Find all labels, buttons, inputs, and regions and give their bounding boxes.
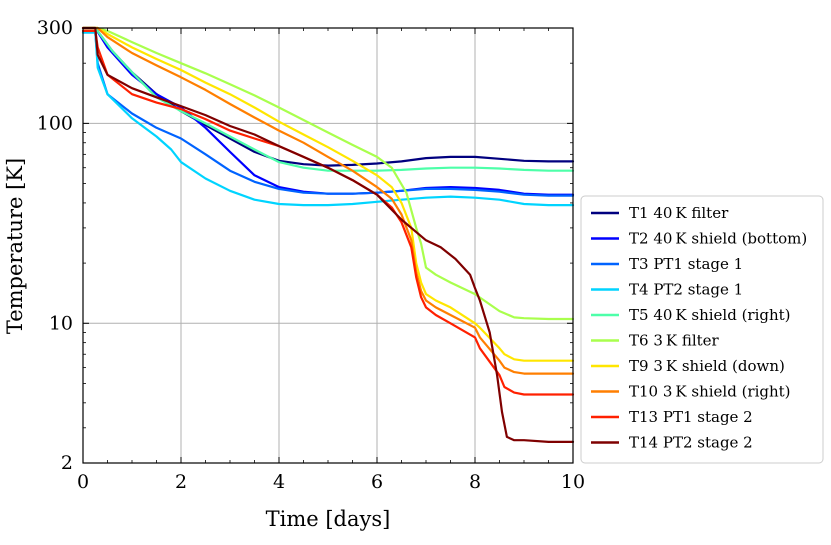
series-line-9 xyxy=(81,29,575,396)
legend-label: T10 3 K shield (right) xyxy=(629,383,791,401)
legend-label: T6 3 K filter xyxy=(629,332,720,350)
x-tick-label: 10 xyxy=(561,471,585,493)
x-tick-label: 2 xyxy=(175,471,187,493)
series-line-10 xyxy=(81,26,575,443)
x-tick-label: 0 xyxy=(77,471,89,493)
legend-label: T2 40 K shield (bottom) xyxy=(629,230,807,248)
x-tick-label: 8 xyxy=(469,471,481,493)
x-tick-label: 6 xyxy=(371,471,383,493)
series-line-3 xyxy=(81,31,575,197)
series-line-5 xyxy=(81,26,575,172)
legend-label: T5 40 K shield (right) xyxy=(629,306,791,324)
series-line-8 xyxy=(81,26,575,375)
y-tick-label: 100 xyxy=(37,112,73,134)
legend-label: T14 PT2 stage 2 xyxy=(629,434,753,452)
legend-box xyxy=(580,195,824,464)
x-tick-label: 4 xyxy=(273,471,285,493)
series-line-7 xyxy=(81,26,575,362)
legend-label: T13 PT1 stage 2 xyxy=(629,408,753,426)
legend-label: T9 3 K shield (down) xyxy=(629,357,785,375)
series-line-6 xyxy=(81,26,575,321)
y-tick-label: 300 xyxy=(37,17,73,39)
series-line-4 xyxy=(81,31,575,207)
y-tick-label: 10 xyxy=(49,312,73,334)
x-axis-title: Time [days] xyxy=(266,507,391,531)
legend-label: T4 PT2 stage 1 xyxy=(629,281,743,299)
legend: T1 40 K filter T2 40 K shield (bottom) T3 … xyxy=(580,195,824,464)
y-tick-label: 2 xyxy=(61,452,73,474)
legend-label: T3 PT1 stage 1 xyxy=(629,255,743,273)
y-axis-title: Temperature [K] xyxy=(3,158,27,334)
data-series xyxy=(81,26,575,443)
legend-label: T1 40 K filter xyxy=(629,204,729,222)
